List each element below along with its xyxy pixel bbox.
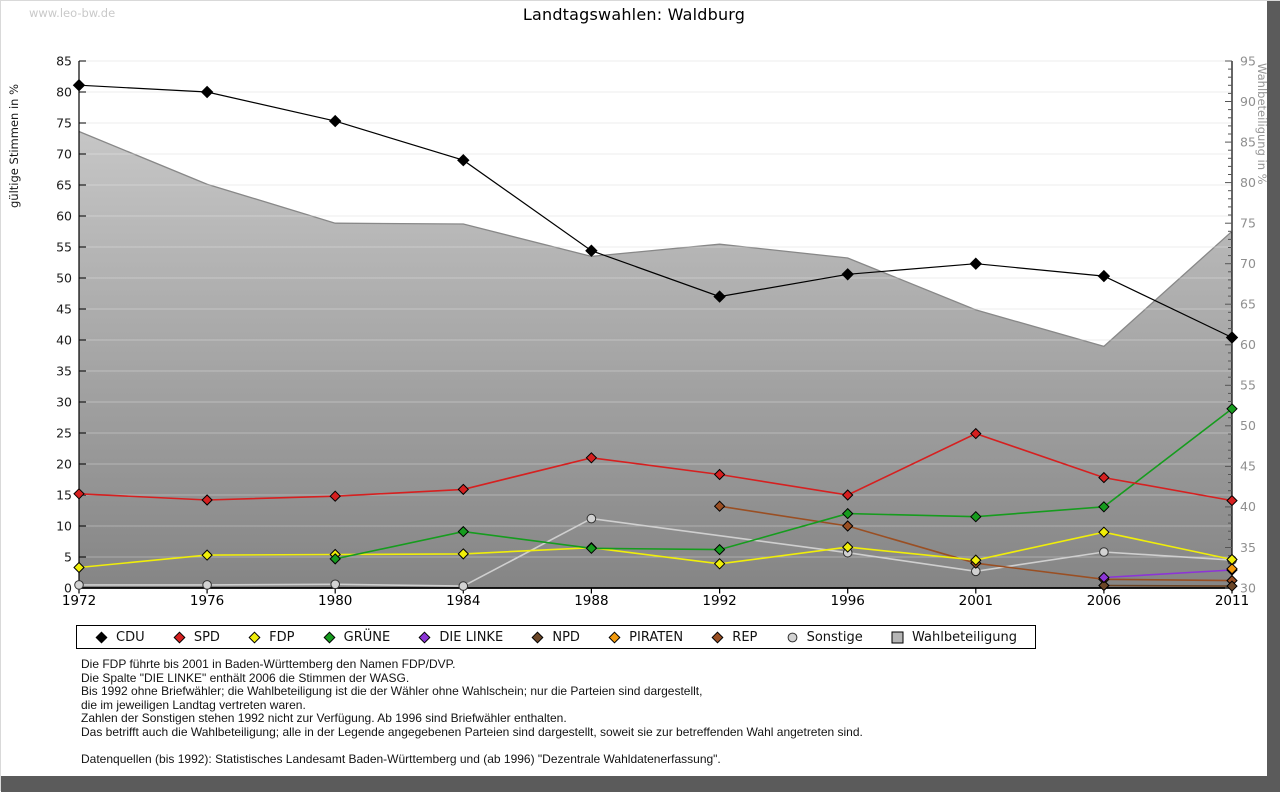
svg-text:55: 55 bbox=[1240, 378, 1256, 393]
legend-diamond-marker bbox=[323, 630, 336, 644]
svg-text:2006: 2006 bbox=[1087, 593, 1121, 609]
legend-diamond-marker bbox=[418, 630, 431, 644]
svg-text:45: 45 bbox=[1240, 459, 1256, 474]
svg-text:1984: 1984 bbox=[446, 593, 480, 609]
legend-diamond-marker bbox=[531, 630, 544, 644]
svg-text:15: 15 bbox=[56, 487, 72, 502]
svg-text:65: 65 bbox=[56, 177, 72, 192]
legend-label: Wahlbeteiligung bbox=[911, 629, 1017, 645]
footnote-line: Das betrifft auch die Wahlbeteiligung; a… bbox=[81, 724, 863, 739]
watermark: www.leo-bw.de bbox=[29, 6, 116, 20]
horizontal-scrollbar[interactable] bbox=[1, 776, 1280, 792]
svg-text:1988: 1988 bbox=[574, 593, 608, 609]
footnotes: Die FDP führte bis 2001 in Baden-Württem… bbox=[81, 657, 1181, 766]
svg-text:1992: 1992 bbox=[702, 593, 736, 609]
footnote-line: die im jeweiligen Landtag vertreten ware… bbox=[81, 697, 306, 712]
legend-label: REP bbox=[732, 629, 758, 645]
svg-text:2001: 2001 bbox=[959, 593, 993, 609]
svg-text:80: 80 bbox=[1240, 175, 1256, 190]
svg-text:75: 75 bbox=[56, 115, 72, 130]
svg-text:60: 60 bbox=[1240, 337, 1256, 352]
legend-item-rep: REP bbox=[711, 630, 757, 645]
svg-text:70: 70 bbox=[56, 146, 72, 161]
legend-diamond-marker bbox=[248, 630, 261, 644]
svg-text:1976: 1976 bbox=[190, 593, 224, 609]
turnout-area bbox=[78, 130, 1233, 588]
footnote-line: Die Spalte "DIE LINKE" enthält 2006 die … bbox=[81, 670, 410, 685]
svg-text:40: 40 bbox=[1240, 499, 1256, 514]
footnote-lines: Die FDP führte bis 2001 in Baden-Württem… bbox=[81, 657, 1181, 739]
legend-label: Sonstige bbox=[806, 629, 863, 645]
series-gruene bbox=[329, 403, 1238, 565]
legend-label: PIRATEN bbox=[629, 629, 684, 645]
svg-text:1980: 1980 bbox=[318, 593, 352, 609]
svg-text:80: 80 bbox=[56, 84, 72, 99]
chart-legend: CDU SPD FDP GRÜNE DIE LINKE NPD PIRATEN REP Sons… bbox=[76, 625, 1036, 649]
svg-text:45: 45 bbox=[56, 301, 72, 316]
series-npd bbox=[1098, 579, 1238, 592]
series-spd bbox=[73, 427, 1238, 507]
left-axis-title: gültige Stimmen in % bbox=[7, 84, 21, 208]
svg-text:5: 5 bbox=[64, 549, 72, 564]
legend-item-piraten: PIRATEN bbox=[608, 630, 683, 645]
svg-text:50: 50 bbox=[56, 270, 72, 285]
series-piraten bbox=[1226, 563, 1238, 575]
svg-text:35: 35 bbox=[56, 363, 72, 378]
legend-label: GRÜNE bbox=[343, 629, 391, 645]
data-source-note: Datenquellen (bis 1992): Statistisches L… bbox=[81, 751, 721, 766]
legend-diamond-marker bbox=[95, 630, 108, 644]
svg-text:30: 30 bbox=[1240, 580, 1256, 595]
svg-text:90: 90 bbox=[1240, 94, 1256, 109]
legend-diamond-marker bbox=[173, 630, 186, 644]
legend-label: NPD bbox=[552, 629, 580, 645]
legend-item-fdp: FDP bbox=[248, 630, 294, 645]
series-sonstige bbox=[74, 513, 1237, 591]
series-cdu bbox=[72, 78, 1239, 344]
svg-text:75: 75 bbox=[1240, 216, 1256, 231]
right-axis-title: Wahlbeteiligung in % bbox=[1255, 63, 1269, 185]
page-title: Landtagswahlen: Waldburg bbox=[522, 5, 746, 24]
svg-text:95: 95 bbox=[1240, 53, 1256, 68]
legend-item-spd: SPD bbox=[173, 630, 220, 645]
svg-text:0: 0 bbox=[64, 580, 72, 595]
svg-text:85: 85 bbox=[56, 53, 72, 68]
election-line-chart: 0 5 10 15 20 25 30 35 40 45 50 55 60 65 70 75 80 85 30 35 40… bbox=[7, 53, 1269, 609]
legend-label: CDU bbox=[116, 629, 145, 645]
svg-text:70: 70 bbox=[1240, 256, 1256, 271]
legend-diamond-marker bbox=[711, 630, 724, 644]
vertical-scrollbar[interactable] bbox=[1267, 1, 1280, 792]
legend-label: SPD bbox=[193, 629, 220, 645]
footnote-line: Zahlen der Sonstigen stehen 1992 nicht z… bbox=[81, 711, 567, 725]
footnote-line: Bis 1992 ohne Briefwähler; die Wahlbetei… bbox=[81, 684, 703, 698]
footnote-line: Die FDP führte bis 2001 in Baden-Württem… bbox=[81, 657, 456, 671]
svg-text:85: 85 bbox=[1240, 134, 1256, 149]
svg-text:1996: 1996 bbox=[831, 593, 865, 609]
series-fdp bbox=[73, 526, 1238, 574]
legend-label: FDP bbox=[269, 629, 295, 645]
svg-text:40: 40 bbox=[56, 332, 72, 347]
legend-item-wahlbeteiligung: Wahlbeteiligung bbox=[891, 630, 1017, 645]
legend-label: DIE LINKE bbox=[439, 629, 504, 645]
svg-text:60: 60 bbox=[56, 208, 72, 223]
legend-circle-marker bbox=[787, 632, 797, 642]
legend-item-cdu: CDU bbox=[95, 630, 145, 645]
svg-text:65: 65 bbox=[1240, 297, 1256, 312]
legend-item-gruene: GRÜNE bbox=[323, 629, 391, 645]
svg-text:50: 50 bbox=[1240, 418, 1256, 433]
svg-text:1972: 1972 bbox=[62, 593, 96, 609]
svg-text:20: 20 bbox=[56, 456, 72, 471]
legend-item-sonstige: Sonstige bbox=[786, 630, 863, 645]
legend-square-marker bbox=[891, 631, 904, 643]
svg-text:2011: 2011 bbox=[1215, 593, 1249, 609]
legend-item-linke: DIE LINKE bbox=[418, 630, 503, 645]
legend-diamond-marker bbox=[608, 630, 621, 644]
svg-text:10: 10 bbox=[56, 518, 72, 533]
legend-item-npd: NPD bbox=[531, 630, 580, 645]
svg-text:55: 55 bbox=[56, 239, 72, 254]
svg-text:30: 30 bbox=[56, 394, 72, 409]
svg-text:25: 25 bbox=[56, 425, 72, 440]
svg-text:35: 35 bbox=[1240, 540, 1256, 555]
gridlines-overlay bbox=[79, 60, 1232, 558]
